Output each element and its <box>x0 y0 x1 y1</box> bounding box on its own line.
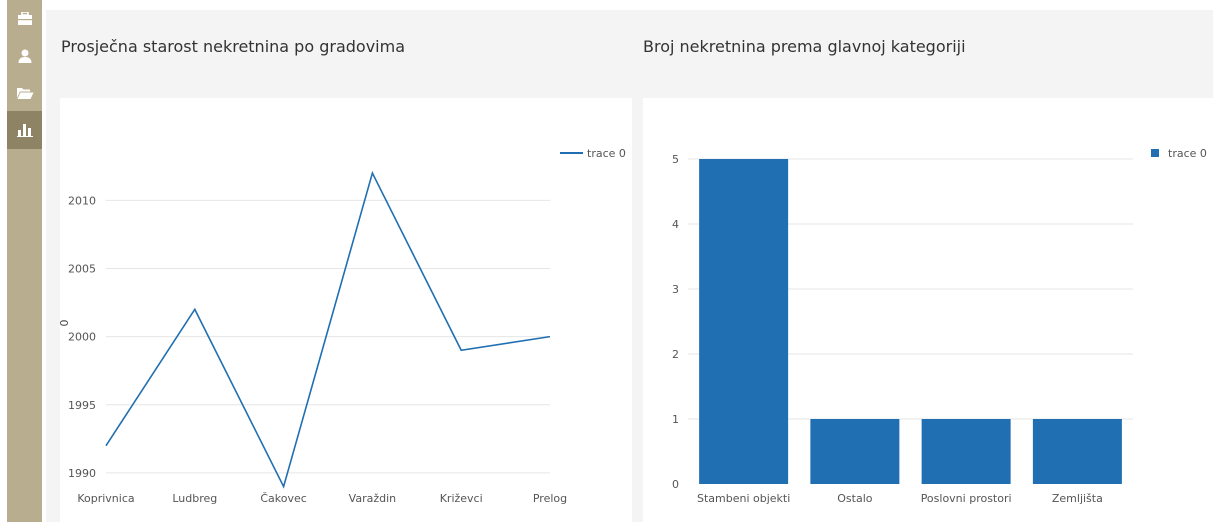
x-tick-label: Čakovec <box>260 492 306 505</box>
y-tick-label: 4 <box>672 218 679 231</box>
bar[interactable] <box>810 419 900 484</box>
user-icon <box>18 49 31 63</box>
x-tick-label: Prelog <box>533 492 567 505</box>
main-content: Prosječna starost nekretnina po gradovim… <box>46 10 1213 522</box>
y-tick-label: 1 <box>672 413 679 426</box>
sidebar <box>7 0 42 522</box>
bar[interactable] <box>921 419 1011 484</box>
y-tick-label: 2010 <box>68 194 96 207</box>
data-point[interactable] <box>103 443 109 449</box>
data-point[interactable] <box>547 334 553 340</box>
bar[interactable] <box>1032 419 1122 484</box>
data-point[interactable] <box>281 484 287 490</box>
sidebar-item-briefcase[interactable] <box>7 0 42 37</box>
bar-chart-panel: 0 1 2 3 4 5 Stambeni objekti Ostalo Poslovni pro… <box>643 98 1213 522</box>
sidebar-item-folder[interactable] <box>7 74 42 111</box>
folder-open-icon <box>16 87 33 99</box>
bar-chart-icon <box>16 124 33 137</box>
y-tick-label: 2 <box>672 348 679 361</box>
legend-swatch <box>1151 149 1159 157</box>
x-tick-label: Ostalo <box>837 492 872 505</box>
y-tick-label: 2005 <box>68 262 96 275</box>
right-chart-title: Broj nekretnina prema glavnoj kategoriji <box>643 37 966 56</box>
bar-chart: 0 1 2 3 4 5 Stambeni objekti Ostalo Poslovni pro… <box>672 147 1207 505</box>
y-tick-label: 2000 <box>68 331 96 344</box>
line-chart: 1990 1995 2000 2005 2010 0 Koprivnica Ludbreg Ča… <box>58 147 626 505</box>
y-tick-label: 1995 <box>68 399 96 412</box>
x-tick-label: Zemljišta <box>1052 492 1103 505</box>
legend-label: trace 0 <box>587 147 626 160</box>
data-point[interactable] <box>458 347 464 353</box>
x-tick-label: Varaždin <box>349 492 396 505</box>
sidebar-item-charts[interactable] <box>7 111 42 149</box>
data-point[interactable] <box>369 170 375 176</box>
x-tick-label: Stambeni objekti <box>697 492 790 505</box>
x-tick-label: Koprivnica <box>77 492 134 505</box>
y-axis-label: 0 <box>60 320 71 327</box>
left-chart-title: Prosječna starost nekretnina po gradovim… <box>61 37 405 56</box>
y-tick-label: 1990 <box>68 467 96 480</box>
x-tick-label: Križevci <box>440 492 483 505</box>
legend-label: trace 0 <box>1168 147 1207 160</box>
x-tick-label: Poslovni prostori <box>921 492 1012 505</box>
bar[interactable] <box>699 159 789 484</box>
x-tick-label: Ludbreg <box>172 492 217 505</box>
line-chart-panel: 1990 1995 2000 2005 2010 0 Koprivnica Ludbreg Ča… <box>58 98 632 522</box>
sidebar-item-user[interactable] <box>7 37 42 74</box>
y-tick-label: 0 <box>672 478 679 491</box>
y-tick-label: 5 <box>672 153 679 166</box>
briefcase-icon <box>17 11 32 25</box>
y-tick-label: 3 <box>672 283 679 296</box>
data-point[interactable] <box>192 306 198 312</box>
series-line-trace-0[interactable] <box>105 170 551 489</box>
